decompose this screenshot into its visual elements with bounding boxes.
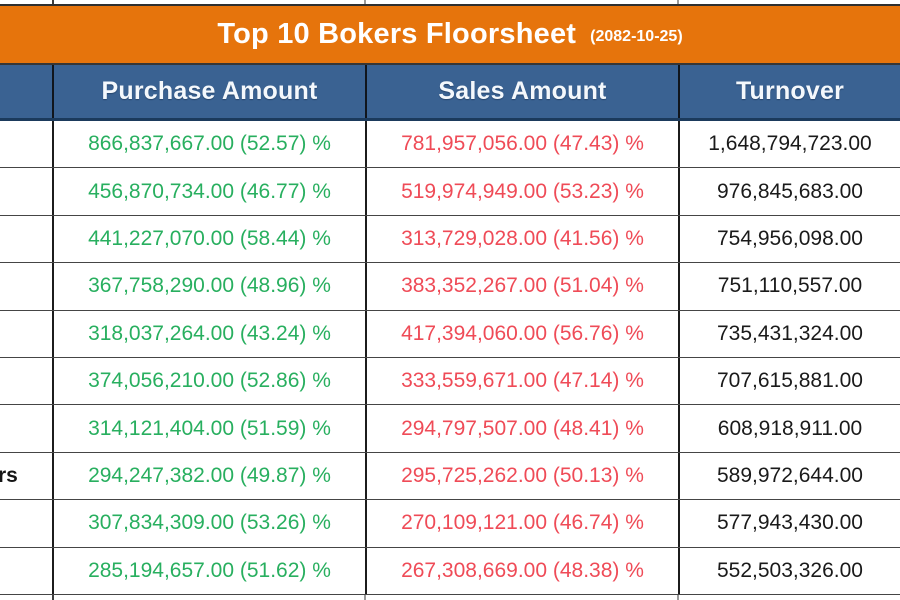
sales-amount-cell: 313,729,028.00 (41.56) % — [365, 215, 678, 263]
column-border-stub — [677, 0, 679, 4]
table-row: 441,227,070.00 (58.44) % 313,729,028.00 … — [0, 215, 900, 264]
purchase-amount-cell: 314,121,404.00 (51.59) % — [52, 405, 365, 452]
table-date: (2082-10-25) — [590, 27, 683, 45]
clipped-row-edge-bottom — [0, 594, 900, 600]
table-row: rs 294,247,382.00 (49.87) % 295,725,262.… — [0, 452, 900, 501]
broker-name-cell — [0, 500, 52, 546]
clipped-row-edge-top — [0, 0, 900, 4]
table-title: Top 10 Bokers Floorsheet — [217, 18, 577, 50]
turnover-cell: 735,431,324.00 — [678, 310, 900, 357]
purchase-amount-cell: 367,758,290.00 (48.96) % — [52, 263, 365, 310]
column-border-stub — [364, 0, 366, 4]
column-border-stub — [52, 0, 54, 4]
broker-name-cell — [0, 121, 52, 167]
purchase-amount-cell: 285,194,657.00 (51.62) % — [52, 547, 365, 594]
header-row: Purchase Amount Sales Amount Turnover — [0, 65, 900, 121]
header-purchase-amount: Purchase Amount — [52, 65, 365, 118]
sales-amount-cell: 383,352,267.00 (51.04) % — [365, 263, 678, 310]
sales-amount-cell: 295,725,262.00 (50.13) % — [365, 452, 678, 500]
turnover-cell: 1,648,794,723.00 — [678, 121, 900, 168]
header-broker — [0, 65, 52, 118]
purchase-amount-cell: 307,834,309.00 (53.26) % — [52, 500, 365, 547]
turnover-cell: 707,615,881.00 — [678, 357, 900, 405]
sales-amount-cell: 333,559,671.00 (47.14) % — [365, 357, 678, 405]
header-sales-amount: Sales Amount — [365, 65, 678, 118]
turnover-cell: 754,956,098.00 — [678, 215, 900, 263]
sales-amount-cell: 267,308,669.00 (48.38) % — [365, 547, 678, 594]
table-row: 307,834,309.00 (53.26) % 270,109,121.00 … — [0, 500, 900, 548]
broker-name-cell — [0, 548, 52, 594]
turnover-cell: 577,943,430.00 — [678, 500, 900, 547]
broker-name-cell — [0, 263, 52, 309]
purchase-amount-cell: 294,247,382.00 (49.87) % — [52, 452, 365, 500]
broker-name-cell-clipped: rs — [0, 463, 18, 487]
sales-amount-cell: 781,957,056.00 (47.43) % — [365, 121, 678, 168]
broker-name-cell — [0, 216, 52, 262]
broker-name-cell — [0, 358, 52, 404]
turnover-cell: 552,503,326.00 — [678, 547, 900, 594]
column-border-stub — [364, 594, 366, 600]
title-bar: Top 10 Bokers Floorsheet (2082-10-25) — [0, 4, 900, 65]
table-row: 374,056,210.00 (52.86) % 333,559,671.00 … — [0, 357, 900, 406]
purchase-amount-cell: 441,227,070.00 (58.44) % — [52, 215, 365, 263]
sales-amount-cell: 270,109,121.00 (46.74) % — [365, 500, 678, 547]
purchase-amount-cell: 374,056,210.00 (52.86) % — [52, 357, 365, 405]
header-turnover: Turnover — [678, 65, 900, 118]
table-row: 285,194,657.00 (51.62) % 267,308,669.00 … — [0, 547, 900, 595]
broker-name-cell — [0, 405, 52, 451]
table-row: 456,870,734.00 (46.77) % 519,974,949.00 … — [0, 168, 900, 216]
sales-amount-cell: 519,974,949.00 (53.23) % — [365, 168, 678, 215]
column-border-stub — [677, 594, 679, 600]
table-row: 314,121,404.00 (51.59) % 294,797,507.00 … — [0, 405, 900, 453]
turnover-cell: 751,110,557.00 — [678, 263, 900, 310]
broker-name-cell — [0, 311, 52, 357]
sales-amount-cell: 294,797,507.00 (48.41) % — [365, 405, 678, 452]
purchase-amount-cell: 866,837,667.00 (52.57) % — [52, 121, 365, 168]
broker-name-cell — [0, 168, 52, 214]
table-row: 367,758,290.00 (48.96) % 383,352,267.00 … — [0, 263, 900, 311]
turnover-cell: 589,972,644.00 — [678, 452, 900, 500]
purchase-amount-cell: 456,870,734.00 (46.77) % — [52, 168, 365, 215]
column-border-stub — [52, 594, 54, 600]
turnover-cell: 976,845,683.00 — [678, 168, 900, 215]
sales-amount-cell: 417,394,060.00 (56.76) % — [365, 310, 678, 357]
purchase-amount-cell: 318,037,264.00 (43.24) % — [52, 310, 365, 357]
turnover-cell: 608,918,911.00 — [678, 405, 900, 452]
table-row: 866,837,667.00 (52.57) % 781,957,056.00 … — [0, 121, 900, 169]
table-row: 318,037,264.00 (43.24) % 417,394,060.00 … — [0, 310, 900, 358]
